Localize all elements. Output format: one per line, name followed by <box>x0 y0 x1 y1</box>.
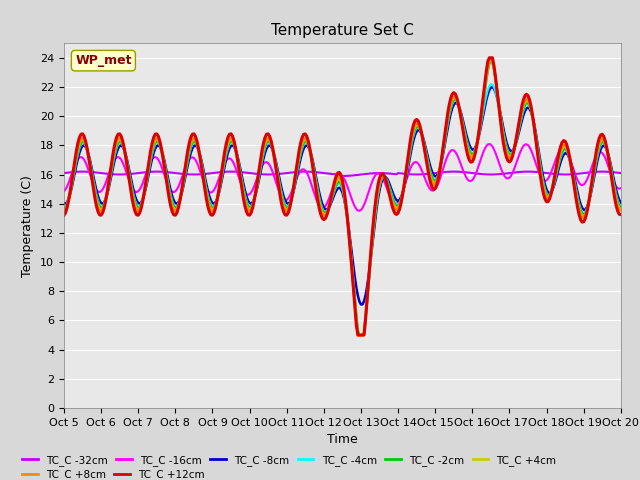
Line: TC_C -8cm: TC_C -8cm <box>64 87 621 304</box>
TC_C -16cm <box>552 156 559 162</box>
TC_C -8cm <box>552 177 559 182</box>
TC_C +8cm <box>617 207 625 213</box>
TC_C -4cm <box>164 177 172 182</box>
Line: TC_C +8cm: TC_C +8cm <box>64 58 621 335</box>
Title: Temperature Set C: Temperature Set C <box>271 23 414 38</box>
TC_C -4cm <box>410 133 417 139</box>
TC_C -2cm <box>356 332 364 338</box>
TC_C +12cm <box>410 121 417 127</box>
TC_C -8cm <box>76 150 83 156</box>
Line: TC_C -2cm: TC_C -2cm <box>64 61 621 335</box>
TC_C +4cm <box>617 206 625 212</box>
TC_C -16cm <box>379 175 387 181</box>
TC_C +12cm <box>60 212 68 218</box>
TC_C +4cm <box>410 129 417 134</box>
TC_C +12cm <box>552 167 559 172</box>
TC_C +4cm <box>397 197 405 203</box>
TC_C +8cm <box>397 197 405 203</box>
TC_C +4cm <box>60 207 68 213</box>
TC_C +4cm <box>164 180 172 186</box>
TC_C +4cm <box>552 171 559 177</box>
TC_C -4cm <box>487 81 495 87</box>
Legend: TC_C +8cm, TC_C +12cm: TC_C +8cm, TC_C +12cm <box>18 465 209 480</box>
X-axis label: Time: Time <box>327 433 358 446</box>
TC_C -32cm <box>552 171 559 177</box>
TC_C -32cm <box>60 170 68 176</box>
TC_C -2cm <box>487 58 495 64</box>
TC_C +4cm <box>76 141 83 147</box>
TC_C -8cm <box>617 200 625 205</box>
TC_C -16cm <box>397 193 405 199</box>
TC_C +12cm <box>617 212 625 217</box>
TC_C -16cm <box>486 141 493 147</box>
TC_C -2cm <box>552 172 559 178</box>
TC_C -4cm <box>379 175 387 180</box>
TC_C +12cm <box>164 186 172 192</box>
TC_C -8cm <box>164 173 172 179</box>
TC_C +8cm <box>76 139 83 145</box>
TC_C -8cm <box>379 176 387 182</box>
TC_C +8cm <box>354 332 362 338</box>
TC_C -2cm <box>164 179 172 184</box>
TC_C -32cm <box>165 169 173 175</box>
TC_C +8cm <box>410 126 417 132</box>
Line: TC_C +4cm: TC_C +4cm <box>64 59 621 335</box>
TC_C +4cm <box>487 56 495 62</box>
Line: TC_C +12cm: TC_C +12cm <box>64 58 621 335</box>
TC_C -4cm <box>397 196 405 202</box>
Y-axis label: Temperature (C): Temperature (C) <box>22 175 35 276</box>
Legend: TC_C -32cm, TC_C -16cm, TC_C -8cm, TC_C -4cm, TC_C -2cm, TC_C +4cm: TC_C -32cm, TC_C -16cm, TC_C -8cm, TC_C … <box>18 451 561 470</box>
TC_C -2cm <box>379 174 387 180</box>
TC_C +8cm <box>164 183 172 189</box>
TC_C -2cm <box>617 204 625 210</box>
Line: TC_C -32cm: TC_C -32cm <box>64 172 621 176</box>
TC_C +12cm <box>397 200 405 205</box>
TC_C +4cm <box>356 332 364 338</box>
TC_C -32cm <box>617 170 625 176</box>
TC_C -32cm <box>380 170 388 176</box>
TC_C -4cm <box>76 145 83 151</box>
TC_C -32cm <box>79 169 86 175</box>
TC_C -8cm <box>397 194 405 200</box>
TC_C -16cm <box>164 181 172 187</box>
TC_C -4cm <box>356 332 364 338</box>
TC_C +12cm <box>486 55 493 60</box>
TC_C +8cm <box>487 55 495 61</box>
TC_C +8cm <box>552 169 559 175</box>
TC_C -2cm <box>60 205 68 211</box>
TC_C +8cm <box>60 208 68 214</box>
TC_C -16cm <box>60 188 68 194</box>
TC_C -4cm <box>552 174 559 180</box>
TC_C -32cm <box>412 172 419 178</box>
TC_C +4cm <box>379 174 387 180</box>
TC_C +12cm <box>354 332 362 338</box>
TC_C -32cm <box>339 173 346 179</box>
TC_C -8cm <box>60 200 68 206</box>
TC_C -8cm <box>410 137 417 143</box>
TC_C -4cm <box>60 204 68 209</box>
TC_C -32cm <box>399 171 406 177</box>
Text: WP_met: WP_met <box>75 54 132 67</box>
TC_C -8cm <box>488 84 496 90</box>
TC_C -16cm <box>356 208 364 214</box>
TC_C -8cm <box>357 301 365 307</box>
TC_C +8cm <box>379 173 387 179</box>
TC_C +12cm <box>379 171 387 177</box>
TC_C -16cm <box>410 160 417 166</box>
TC_C -2cm <box>397 196 405 202</box>
Line: TC_C -4cm: TC_C -4cm <box>64 84 621 335</box>
TC_C -4cm <box>617 203 625 209</box>
TC_C +12cm <box>76 134 83 140</box>
TC_C -2cm <box>410 131 417 136</box>
TC_C -16cm <box>617 185 625 191</box>
TC_C -2cm <box>76 144 83 149</box>
TC_C -16cm <box>76 155 83 160</box>
Line: TC_C -16cm: TC_C -16cm <box>64 144 621 211</box>
TC_C -32cm <box>76 169 83 175</box>
